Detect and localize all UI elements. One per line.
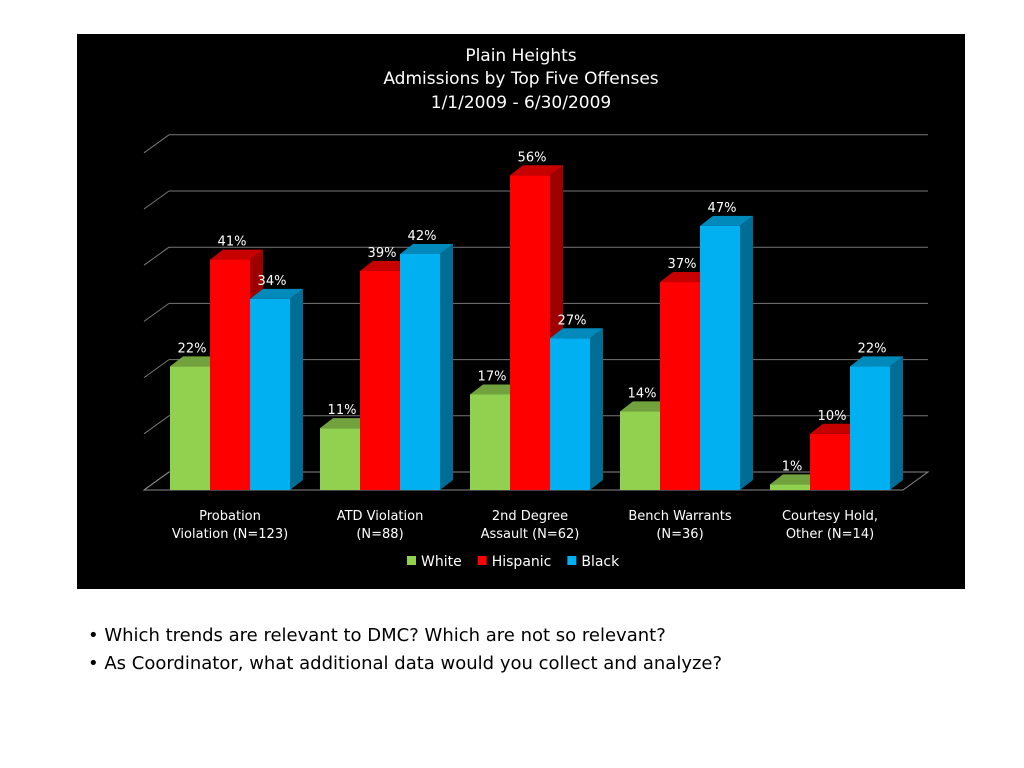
bar-side — [890, 356, 903, 490]
gridline-diagonal — [143, 302, 170, 322]
data-label-white-3: 14% — [628, 386, 657, 401]
question-1: • Which trends are relevant to DMC? Whic… — [88, 625, 666, 646]
data-label-hispanic-3: 37% — [668, 257, 697, 272]
bar-front — [250, 298, 290, 490]
data-label-hispanic-4: 10% — [818, 409, 847, 424]
bar-front — [660, 282, 700, 490]
data-label-black-4: 22% — [858, 341, 887, 356]
category-label-2-1: Assault (N=62) — [481, 527, 580, 542]
bar-side — [440, 243, 453, 490]
bar-chart: 22% 41% 34% Probation Violation (N=123) 11% 39… — [142, 134, 930, 570]
bar-top — [770, 474, 823, 485]
bar-top — [250, 288, 303, 299]
data-label-white-0: 22% — [178, 341, 207, 356]
bar-black-0 — [250, 288, 303, 490]
bar-front — [470, 394, 510, 490]
bar-front — [170, 366, 210, 490]
bar-top — [400, 243, 453, 254]
bar-top — [210, 249, 263, 260]
chart-title-line-3: 1/1/2009 - 6/30/2009 — [430, 93, 612, 113]
bar-black-1 — [400, 243, 453, 490]
bar-top — [620, 401, 673, 412]
chart-title-line-2: Admissions by Top Five Offenses — [383, 69, 659, 89]
bar-front — [550, 338, 590, 490]
bar-top — [810, 423, 863, 434]
question-2: • As Coordinator, what additional data w… — [88, 653, 723, 674]
bar-black-2 — [550, 328, 603, 490]
category-label-3-0: Bench Warrants — [628, 509, 731, 524]
bar-black-3 — [700, 215, 753, 491]
bar-front — [210, 259, 250, 490]
bar-front — [620, 411, 660, 490]
data-label-hispanic-2: 56% — [518, 150, 547, 165]
data-label-white-1: 11% — [328, 403, 357, 418]
bar-front — [360, 270, 400, 490]
category-label-4-0: Courtesy Hold, — [782, 509, 878, 524]
bar-side — [740, 215, 753, 491]
category-label-1-0: ATD Violation — [337, 509, 424, 524]
legend-swatch — [477, 556, 487, 565]
bar-top — [320, 418, 373, 429]
category-label-4-1: Other (N=14) — [786, 527, 874, 542]
bar-front — [700, 225, 740, 491]
legend-item-white: White — [407, 554, 462, 570]
bar-black-4 — [850, 356, 903, 490]
gridline-diagonal — [143, 246, 170, 266]
bar-front — [770, 484, 810, 490]
discussion-questions: • Which trends are relevant to DMC? Whic… — [88, 622, 988, 678]
bar-top — [470, 384, 523, 395]
data-label-black-0: 34% — [258, 274, 287, 289]
bar-front — [400, 253, 440, 490]
category-label-1-1: (N=88) — [356, 527, 403, 542]
legend-swatch — [407, 556, 416, 565]
bar-top — [660, 272, 713, 283]
legend-label: White — [421, 554, 462, 570]
legend-item-hispanic: Hispanic — [477, 554, 552, 570]
legend-label: Black — [581, 554, 620, 570]
bar-side — [290, 288, 303, 490]
bar-top — [850, 356, 903, 367]
bar-top — [550, 328, 603, 339]
data-label-hispanic-0: 41% — [218, 235, 247, 250]
bar-side — [590, 328, 603, 490]
bar-top — [360, 260, 413, 271]
legend-item-black: Black — [567, 554, 620, 570]
category-label-0-1: Violation (N=123) — [172, 527, 288, 542]
gridline-diagonal — [143, 415, 170, 435]
chart-title-line-1: Plain Heights — [465, 46, 577, 66]
data-label-hispanic-1: 39% — [368, 246, 397, 261]
category-label-2-0: 2nd Degree — [492, 509, 568, 524]
data-label-white-4: 1% — [782, 459, 803, 474]
legend-label: Hispanic — [492, 554, 552, 570]
gridline-diagonal — [143, 190, 170, 210]
bar-top — [510, 165, 563, 176]
bar-front — [510, 175, 550, 490]
bar-front — [850, 366, 890, 490]
bar-top — [170, 356, 223, 367]
bar-front — [810, 433, 850, 490]
category-label-0-0: Probation — [199, 509, 261, 524]
data-label-white-2: 17% — [478, 369, 507, 384]
bar-front — [320, 428, 360, 490]
chart-panel: Plain Heights Admissions by Top Five Off… — [77, 34, 965, 589]
data-label-black-2: 27% — [558, 313, 587, 328]
data-label-black-3: 47% — [708, 201, 737, 216]
bar-top — [700, 215, 753, 226]
data-label-black-1: 42% — [408, 229, 437, 244]
category-label-3-1: (N=36) — [656, 527, 703, 542]
legend-swatch — [567, 556, 577, 565]
gridline-diagonal — [143, 359, 170, 379]
gridline-diagonal — [143, 134, 170, 154]
